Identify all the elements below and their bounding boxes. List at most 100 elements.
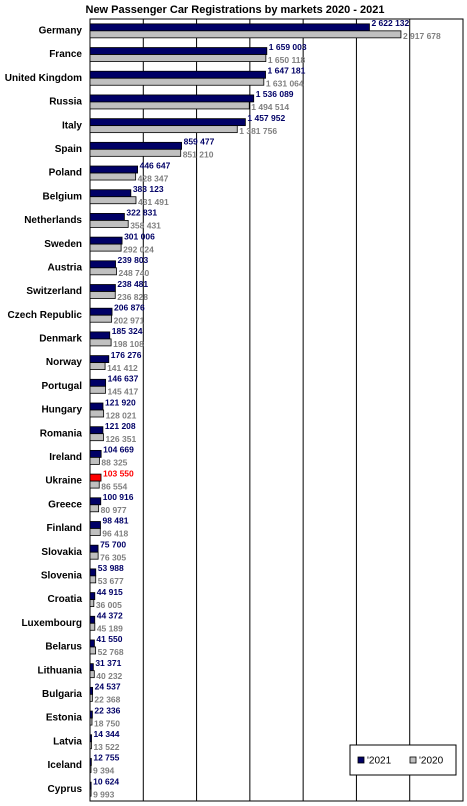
data-label: 13 522 xyxy=(93,742,119,752)
data-label: 14 344 xyxy=(94,729,120,739)
y-tick-label: Russia xyxy=(49,97,82,108)
data-label: 446 647 xyxy=(140,160,171,170)
data-label: 1 659 003 xyxy=(269,42,307,52)
bar xyxy=(89,693,93,702)
bar xyxy=(89,165,138,174)
bar xyxy=(89,101,250,110)
data-label: 238 481 xyxy=(117,279,148,289)
data-label: 80 977 xyxy=(101,505,127,515)
bar xyxy=(89,781,92,790)
y-tick-label: Romania xyxy=(40,428,83,439)
y-tick-label: Denmark xyxy=(39,334,82,345)
bar xyxy=(89,788,92,797)
bar xyxy=(89,267,117,276)
data-label: 10 624 xyxy=(93,776,119,786)
data-label: 145 417 xyxy=(107,387,138,397)
y-tick-label: Lithuania xyxy=(38,665,83,676)
y-tick-label: Greece xyxy=(48,499,82,510)
data-label: 1 647 181 xyxy=(268,65,306,75)
bar xyxy=(89,378,107,387)
data-label: 1 650 118 xyxy=(268,55,306,65)
bar xyxy=(89,449,102,458)
bar xyxy=(89,291,116,299)
bar xyxy=(89,30,402,39)
bar xyxy=(89,47,268,55)
bar xyxy=(89,639,95,648)
data-label: 1 536 089 xyxy=(256,89,294,99)
data-label: 76 305 xyxy=(100,552,126,562)
bar xyxy=(89,54,267,62)
bar xyxy=(89,331,111,340)
bar xyxy=(89,456,100,465)
y-tick-label: Cyprus xyxy=(48,784,83,795)
y-tick-label: Italy xyxy=(62,120,82,131)
bar xyxy=(89,77,265,86)
bar xyxy=(89,765,92,773)
data-label: 9 993 xyxy=(93,789,115,799)
bar xyxy=(89,575,97,584)
data-label: 96 418 xyxy=(102,529,128,539)
y-tick-label: Ukraine xyxy=(45,476,82,487)
bar xyxy=(89,433,104,442)
y-tick-label: Estonia xyxy=(46,713,83,724)
legend-swatch xyxy=(357,756,365,764)
bar xyxy=(89,497,102,506)
data-label: 22 336 xyxy=(94,705,120,715)
bar xyxy=(89,189,132,198)
data-label: 18 750 xyxy=(94,718,120,728)
data-label: 126 351 xyxy=(105,434,136,444)
data-label: 236 828 xyxy=(117,292,148,302)
legend-swatch xyxy=(409,756,417,764)
data-label: 53 988 xyxy=(98,563,124,573)
data-label: 86 554 xyxy=(101,481,127,491)
bar xyxy=(89,402,104,411)
data-label: 100 916 xyxy=(103,492,134,502)
bar xyxy=(89,615,96,624)
data-label: 88 325 xyxy=(101,458,127,468)
legend-box xyxy=(349,744,457,776)
bar xyxy=(89,544,99,553)
data-label: 428 347 xyxy=(138,173,169,183)
data-label: 301 006 xyxy=(124,231,155,241)
y-tick-label: Austria xyxy=(48,262,83,273)
y-tick-label: United Kingdom xyxy=(5,73,82,84)
y-tick-label: Ireland xyxy=(49,452,82,463)
bar xyxy=(89,521,101,529)
bar xyxy=(89,710,93,719)
data-label: 2 622 132 xyxy=(371,18,409,28)
data-label: 176 276 xyxy=(111,350,142,360)
y-tick-label: Finland xyxy=(46,523,82,534)
y-tick-label: Belarus xyxy=(45,642,82,653)
legend-label: '2021 xyxy=(367,756,392,767)
bar xyxy=(89,141,182,150)
legend-label: '2020 xyxy=(419,756,444,767)
data-label: 104 669 xyxy=(103,445,134,455)
y-tick-label: Belgium xyxy=(43,191,83,202)
y-tick-label: Germany xyxy=(39,25,83,36)
data-label: 185 324 xyxy=(112,326,143,336)
data-label: 53 677 xyxy=(98,576,124,586)
data-label: 141 412 xyxy=(107,363,138,373)
plot-area xyxy=(89,18,464,802)
bar xyxy=(89,307,113,316)
bar xyxy=(89,734,92,743)
data-label: 103 550 xyxy=(103,468,134,478)
y-tick-label: Norway xyxy=(46,357,83,368)
bar xyxy=(89,480,100,489)
y-tick-label: Switzerland xyxy=(26,286,82,297)
bar xyxy=(89,504,100,513)
bar xyxy=(89,220,129,228)
data-label: 146 637 xyxy=(108,374,139,384)
data-label: 431 491 xyxy=(138,197,169,207)
bar xyxy=(89,758,92,766)
data-label: 121 920 xyxy=(105,397,136,407)
bar xyxy=(89,243,122,252)
data-label: 1 631 064 xyxy=(266,78,304,88)
data-label: 292 024 xyxy=(123,244,154,254)
bar xyxy=(89,314,113,323)
y-tick-label: Portugal xyxy=(41,381,82,392)
data-label: 75 700 xyxy=(100,539,126,549)
y-tick-label: Latvia xyxy=(53,736,82,747)
data-label: 31 371 xyxy=(95,658,121,668)
